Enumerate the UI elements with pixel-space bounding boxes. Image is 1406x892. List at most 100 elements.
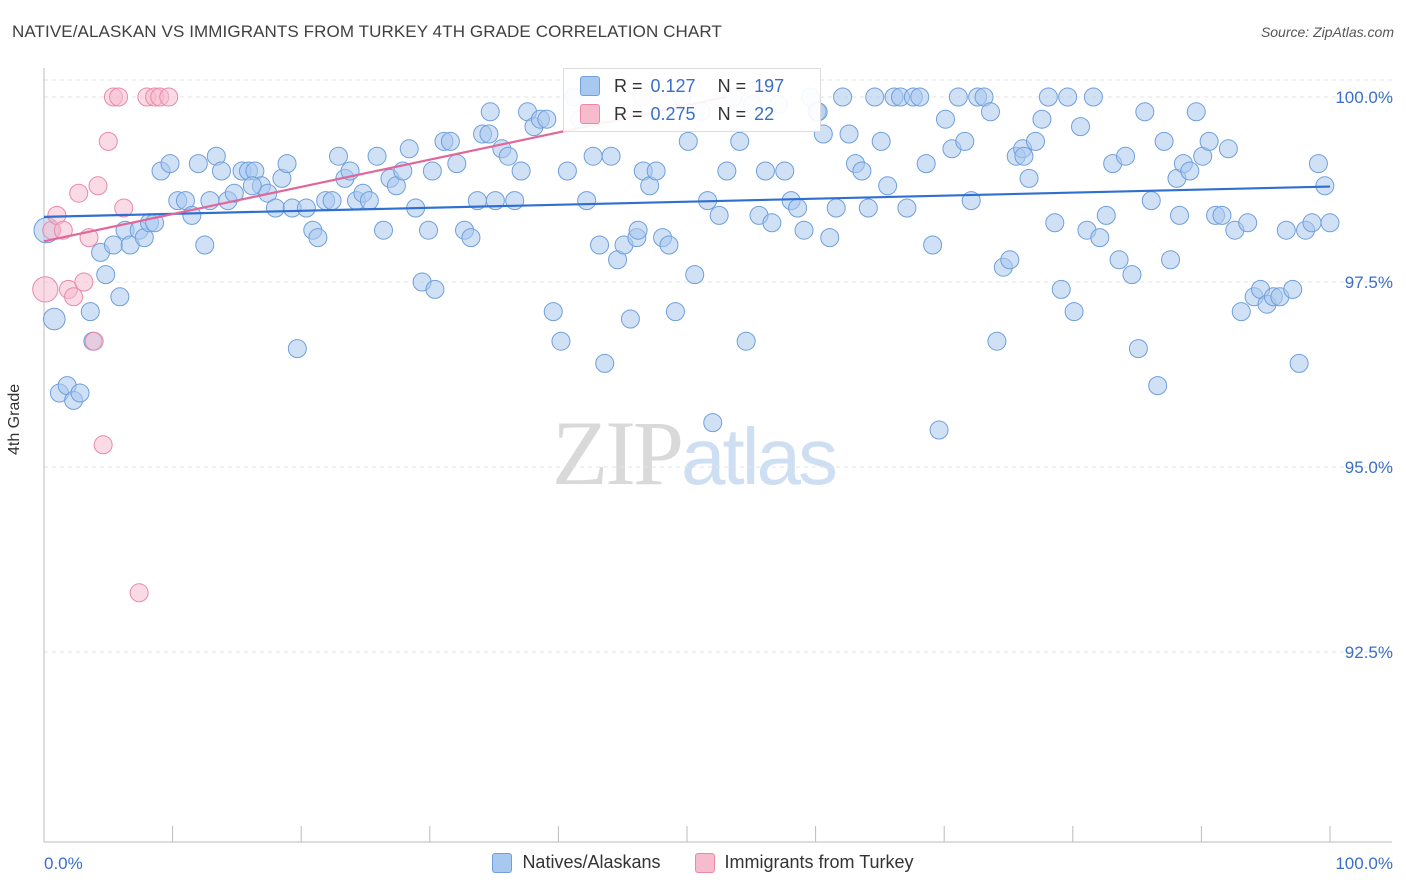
legend-item-natives[interactable]: Natives/Alaskans — [492, 852, 661, 873]
point-natives — [910, 87, 930, 107]
point-natives — [211, 161, 231, 181]
point-natives — [557, 161, 577, 181]
axes — [43, 68, 1392, 843]
point-natives — [1122, 265, 1142, 285]
point-natives — [601, 146, 621, 166]
n-value: 22 — [754, 103, 775, 124]
point-natives — [833, 87, 853, 107]
legend-item-turkey[interactable]: Immigrants from Turkey — [694, 852, 914, 873]
point-natives — [871, 131, 891, 151]
point-natives — [858, 198, 878, 218]
point-turkey — [32, 276, 59, 303]
n-label: N = — [717, 75, 747, 96]
r-value: 0.275 — [650, 103, 696, 124]
point-turkey — [84, 331, 104, 351]
r-label: R = — [614, 103, 643, 124]
point-natives — [479, 124, 499, 144]
point-natives — [1026, 131, 1046, 151]
point-natives — [1116, 146, 1136, 166]
point-natives — [447, 154, 467, 174]
legend-label-turkey: Immigrants from Turkey — [724, 852, 914, 872]
point-turkey — [64, 287, 84, 307]
point-natives — [287, 339, 307, 359]
point-natives — [1128, 339, 1148, 359]
r-label: R = — [614, 75, 643, 96]
point-natives — [1019, 168, 1039, 188]
tick-labels: 92.5% 95.0% 97.5% 100.0% 0.0% 100.0% — [44, 88, 1393, 873]
point-natives — [80, 302, 100, 322]
source-label[interactable]: Source: ZipAtlas.com — [1260, 24, 1394, 40]
point-natives — [1090, 228, 1110, 248]
point-natives — [1212, 205, 1232, 225]
point-natives — [678, 131, 698, 151]
turkey-swatch — [580, 104, 600, 124]
point-turkey — [93, 435, 113, 455]
point-natives — [1071, 117, 1091, 137]
point-natives — [826, 198, 846, 218]
y-tick-label: 92.5% — [1345, 643, 1393, 662]
point-natives — [42, 307, 66, 331]
point-turkey — [159, 87, 179, 107]
point-natives — [224, 183, 244, 203]
point-natives — [923, 235, 943, 255]
point-natives — [1135, 102, 1155, 122]
point-natives — [736, 331, 756, 351]
x-tick-label: 100.0% — [1335, 854, 1393, 873]
point-natives — [987, 331, 1007, 351]
point-natives — [543, 302, 563, 322]
natives-swatch — [580, 76, 600, 96]
point-natives — [1320, 213, 1340, 233]
point-turkey — [109, 87, 129, 107]
turkey-swatch — [694, 852, 715, 873]
point-natives — [440, 131, 460, 151]
r-value: 0.127 — [650, 75, 696, 96]
point-natives — [980, 102, 1000, 122]
point-natives — [511, 161, 531, 181]
point-natives — [1045, 213, 1065, 233]
point-natives — [359, 191, 379, 211]
point-natives — [577, 191, 597, 211]
point-natives — [703, 413, 723, 433]
point-natives — [1064, 302, 1084, 322]
stats-legend: R = 0.127 N = 197 R = 0.275 N = 22 — [563, 68, 821, 132]
point-natives — [419, 220, 439, 240]
point-natives — [70, 383, 90, 403]
point-natives — [1032, 109, 1052, 129]
point-natives — [620, 309, 640, 329]
point-natives — [788, 198, 808, 218]
legend-label-natives: Natives/Alaskans — [522, 852, 661, 872]
point-natives — [1148, 376, 1168, 396]
point-turkey — [98, 131, 118, 151]
point-natives — [955, 131, 975, 151]
point-natives — [1083, 87, 1103, 107]
point-natives — [399, 139, 419, 159]
point-natives — [1096, 205, 1116, 225]
point-natives — [659, 235, 679, 255]
point-natives — [480, 102, 500, 122]
point-natives — [422, 161, 442, 181]
point-natives — [839, 124, 859, 144]
point-natives — [103, 235, 123, 255]
point-natives — [1014, 146, 1034, 166]
point-natives — [551, 331, 571, 351]
point-natives — [628, 220, 648, 240]
y-tick-label: 97.5% — [1345, 273, 1393, 292]
watermark-zip: ZIP — [552, 402, 684, 504]
point-natives — [188, 154, 208, 174]
point-natives — [537, 109, 557, 129]
point-natives — [794, 220, 814, 240]
point-natives — [242, 176, 262, 196]
point-natives — [730, 131, 750, 151]
point-natives — [717, 161, 737, 181]
point-natives — [110, 287, 130, 307]
y-tick-label: 100.0% — [1335, 88, 1393, 107]
point-turkey — [88, 176, 108, 196]
series-legend: Natives/Alaskans Immigrants from Turkey — [0, 852, 1406, 873]
point-natives — [865, 87, 885, 107]
point-natives — [498, 146, 518, 166]
stats-row-turkey: R = 0.275 N = 22 — [580, 101, 774, 127]
point-natives — [646, 161, 666, 181]
point-natives — [308, 228, 328, 248]
point-natives — [1218, 139, 1238, 159]
